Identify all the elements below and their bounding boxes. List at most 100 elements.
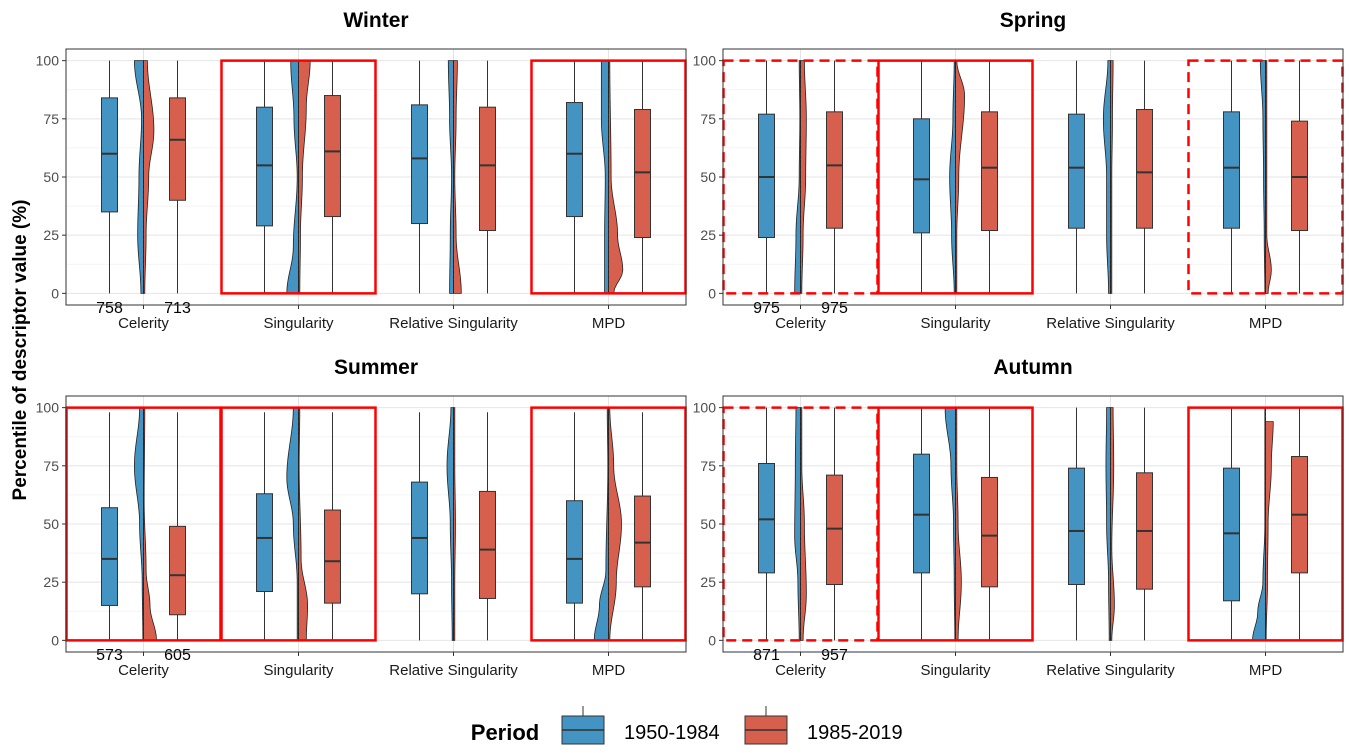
count-label: 573 [96,647,123,664]
x-tick-label: Relative Singularity [1046,662,1175,679]
density-early [1252,407,1266,641]
density-late [955,407,962,641]
box [1223,467,1240,602]
highlight-box [1187,59,1344,295]
box [1291,120,1308,232]
density-early [286,60,299,294]
x-tick-label: Relative Singularity [389,662,518,679]
density-late [143,60,155,294]
count-label: 871 [753,647,780,664]
x-tick-label: Singularity [920,662,991,679]
legend-label: 1950-1984 [624,722,720,744]
x-tick-label: Celerity [775,315,826,332]
highlight-box [877,406,1034,642]
y-tick-label: 50 [700,516,716,532]
y-tick-label: 50 [700,169,716,185]
legend-label: 1985-2019 [807,722,903,744]
box [1136,109,1153,229]
box [479,106,496,232]
density-early [1105,407,1111,641]
box [826,111,843,229]
density-late [1110,60,1114,294]
density-late [955,60,965,294]
y-tick-label: 75 [700,458,716,474]
box [826,474,843,586]
box [169,525,186,616]
density-late [608,60,624,294]
y-axis-label: Percentile of descriptor value (%) [10,200,31,501]
panel-border [722,395,1344,653]
y-tick-label: 25 [700,227,716,243]
y-tick-label: 100 [693,53,717,69]
y-tick-label: 0 [51,285,59,301]
panel-border [65,395,687,653]
y-tick-label: 0 [708,285,716,301]
box [1068,467,1085,586]
x-tick-label: Relative Singularity [1046,315,1175,332]
density-late [608,407,622,641]
box [634,495,651,588]
x-tick-label: Celerity [118,662,169,679]
box [101,97,118,213]
box [324,509,341,604]
y-tick-label: 75 [43,111,59,127]
x-tick-label: Singularity [920,315,991,332]
y-tick-label: 25 [43,227,59,243]
count-label: 957 [821,647,848,664]
panel-spring: Spring 0 25 50 75 100 Celerity Singularity Relat… [693,9,1344,332]
density-early [447,60,454,294]
legend: Period 1950-1984 1985-2019 [471,706,903,745]
box [566,102,583,218]
density-late [1265,60,1272,294]
panel-autumn: Autumn 0 25 50 75 100 Celerity Singularity Relat… [693,356,1344,679]
y-tick-label: 25 [700,574,716,590]
count-label: 713 [164,300,191,317]
x-tick-label: MPD [1249,315,1283,332]
y-tick-label: 100 [693,400,717,416]
density-late [143,407,157,641]
density-early [794,407,801,641]
box [981,476,998,588]
box [634,109,651,239]
panel-title: Summer [334,356,418,379]
density-early [134,407,144,641]
highlight-box [877,59,1034,295]
x-tick-label: Singularity [263,315,334,332]
box [1223,111,1240,229]
density-early [949,60,956,294]
box [101,507,118,606]
density-late [1265,421,1274,641]
panel-title: Autumn [993,356,1072,379]
y-tick-label: 100 [36,400,60,416]
y-tick-label: 25 [43,574,59,590]
y-tick-label: 50 [43,169,59,185]
box [411,104,428,225]
density-early [600,60,609,294]
density-early [286,407,299,641]
box [169,97,186,201]
highlight-box [220,59,377,295]
density-early [944,407,956,641]
box [1068,113,1085,229]
y-tick-label: 0 [51,632,59,648]
panel-title: Winter [343,9,408,32]
panel-title: Spring [1000,9,1067,32]
box [981,111,998,232]
density-late [800,60,807,294]
count-label: 605 [164,647,191,664]
box [479,490,496,599]
panel-summer: Summer 0 25 50 75 100 Celerity Singularity Relat… [36,356,687,679]
density-early [446,407,454,641]
density-early [1259,60,1266,294]
panel-winter: Winter 0 25 50 75 100 Celerity Singularity Relat… [36,9,687,332]
highlight-box [220,406,377,642]
panel-border [722,48,1344,306]
density-late [298,60,311,294]
x-tick-label: Celerity [775,662,826,679]
box [324,95,341,218]
density-late [298,407,308,641]
density-early [794,60,801,294]
box [913,453,930,574]
